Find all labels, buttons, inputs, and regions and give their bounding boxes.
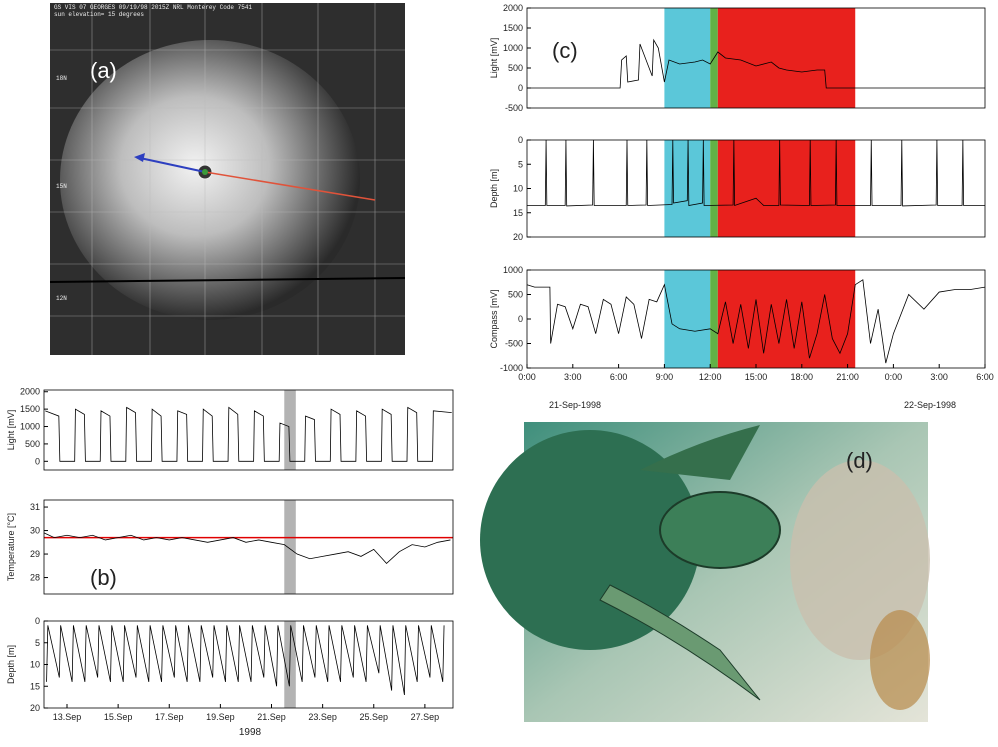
panel-d-image: (d): [480, 422, 930, 722]
data-line: [43, 532, 451, 565]
y-tick-label: 500: [508, 63, 523, 73]
image-header: GS VIS 07 GEORGES 09/19/98 2015Z NRL Mon…: [54, 4, 252, 11]
y-tick-label: 500: [508, 290, 523, 300]
y-tick-label: -500: [505, 339, 523, 349]
y-axis-title: Temperature [°C]: [6, 513, 16, 581]
y-tick-label: 0: [35, 616, 40, 626]
y-tick-label: 1000: [503, 43, 523, 53]
y-tick-label: 2000: [20, 387, 40, 397]
date-label: 21-Sep-1998: [549, 400, 601, 410]
y-tick-label: 0: [518, 135, 523, 145]
lat-label: 15N: [56, 183, 67, 190]
y-tick-label: 2000: [503, 3, 523, 13]
y-tick-label: 20: [30, 703, 40, 713]
panel-label: (b): [90, 565, 117, 590]
highlight-span: [717, 140, 856, 237]
x-tick-label: 21:00: [836, 372, 859, 382]
y-tick-label: 15: [513, 208, 523, 218]
y-tick-label: -1000: [500, 363, 523, 373]
y-tick-label: 31: [30, 502, 40, 512]
highlight-span: [710, 140, 718, 237]
x-tick-label: 0:00: [518, 372, 536, 382]
y-tick-label: 10: [30, 660, 40, 670]
highlight-span: [664, 270, 711, 368]
y-tick-label: 0: [35, 456, 40, 466]
panel-label: (d): [846, 448, 873, 473]
y-axis-title: Light [mV]: [6, 410, 16, 451]
data-line: [46, 625, 445, 696]
y-tick-label: 20: [513, 232, 523, 242]
panel-label: (c): [552, 38, 578, 63]
highlight-span: [710, 270, 718, 368]
highlight-span: [284, 500, 296, 594]
x-tick-label: 17.Sep: [155, 712, 184, 722]
x-tick-label: 0:00: [885, 372, 903, 382]
y-axis-title: Depth [m]: [6, 645, 16, 684]
x-tick-label: 19.Sep: [206, 712, 235, 722]
y-tick-label: 1000: [503, 265, 523, 275]
data-line: [526, 279, 986, 364]
y-axis-title: Depth [m]: [489, 169, 499, 208]
x-tick-label: 18:00: [791, 372, 814, 382]
data-line: [527, 139, 985, 207]
x-tick-label: 15:00: [745, 372, 768, 382]
x-tick-label: 3:00: [930, 372, 948, 382]
y-tick-label: 28: [30, 573, 40, 583]
y-tick-label: 5: [35, 638, 40, 648]
plot-frame: [526, 7, 986, 109]
y-tick-label: 10: [513, 184, 523, 194]
x-tick-label: 6:00: [976, 372, 994, 382]
y-tick-label: 29: [30, 549, 40, 559]
x-tick-label: 25.Sep: [359, 712, 388, 722]
x-tick-label: 21.Sep: [257, 712, 286, 722]
highlight-span: [717, 270, 856, 368]
panel-label: (a): [90, 58, 117, 83]
y-tick-label: 0: [518, 314, 523, 324]
plot-frame: [43, 389, 454, 471]
highlight-span: [284, 390, 296, 470]
y-axis-title: Compass [mV]: [489, 289, 499, 348]
x-axis-title: 1998: [239, 727, 262, 738]
data-line: [45, 406, 452, 462]
lat-label: 12N: [56, 295, 67, 302]
data-line: [527, 38, 985, 89]
y-tick-label: 1500: [503, 23, 523, 33]
date-label: 22-Sep-1998: [904, 400, 956, 410]
panel-a-image: GS VIS 07 GEORGES 09/19/98 2015Z NRL Mon…: [49, 3, 406, 355]
y-tick-label: 500: [25, 439, 40, 449]
x-tick-label: 27.Sep: [411, 712, 440, 722]
x-tick-label: 12:00: [699, 372, 722, 382]
y-tick-label: 1000: [20, 422, 40, 432]
y-tick-label: 5: [518, 159, 523, 169]
image-subheader: sun elevation= 15 degrees: [54, 11, 144, 18]
y-tick-label: 1500: [20, 404, 40, 414]
x-tick-label: 9:00: [656, 372, 674, 382]
x-tick-label: 6:00: [610, 372, 628, 382]
x-tick-label: 15.Sep: [104, 712, 133, 722]
x-tick-label: 13.Sep: [53, 712, 82, 722]
y-tick-label: 15: [30, 681, 40, 691]
y-axis-title: Light [mV]: [489, 38, 499, 79]
y-tick-label: 0: [518, 83, 523, 93]
highlight-span: [717, 8, 856, 108]
x-tick-label: 3:00: [564, 372, 582, 382]
y-tick-label: 30: [30, 526, 40, 536]
lat-label: 18N: [56, 75, 67, 82]
plot-frame: [43, 499, 454, 595]
y-tick-label: -500: [505, 103, 523, 113]
x-tick-label: 23.Sep: [308, 712, 337, 722]
plot-frame: [43, 620, 454, 709]
highlight-span: [664, 8, 711, 108]
